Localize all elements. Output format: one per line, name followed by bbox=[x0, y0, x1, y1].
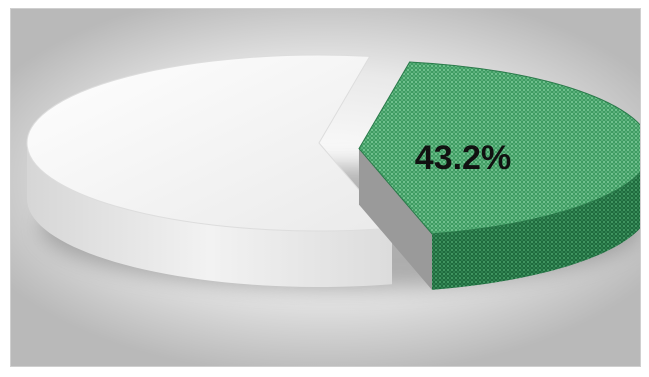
chart-area: 43.2% bbox=[10, 8, 641, 367]
pie-slice-green bbox=[358, 61, 640, 235]
slice-data-label: 43.2% bbox=[415, 139, 511, 177]
pie-chart: 43.2% bbox=[26, 54, 640, 290]
pie-slices bbox=[26, 54, 640, 290]
slice-side-white bbox=[27, 142, 393, 287]
slice-cut-face bbox=[358, 148, 432, 290]
slice-side-green bbox=[431, 172, 640, 290]
pie-slice-white bbox=[26, 54, 394, 232]
